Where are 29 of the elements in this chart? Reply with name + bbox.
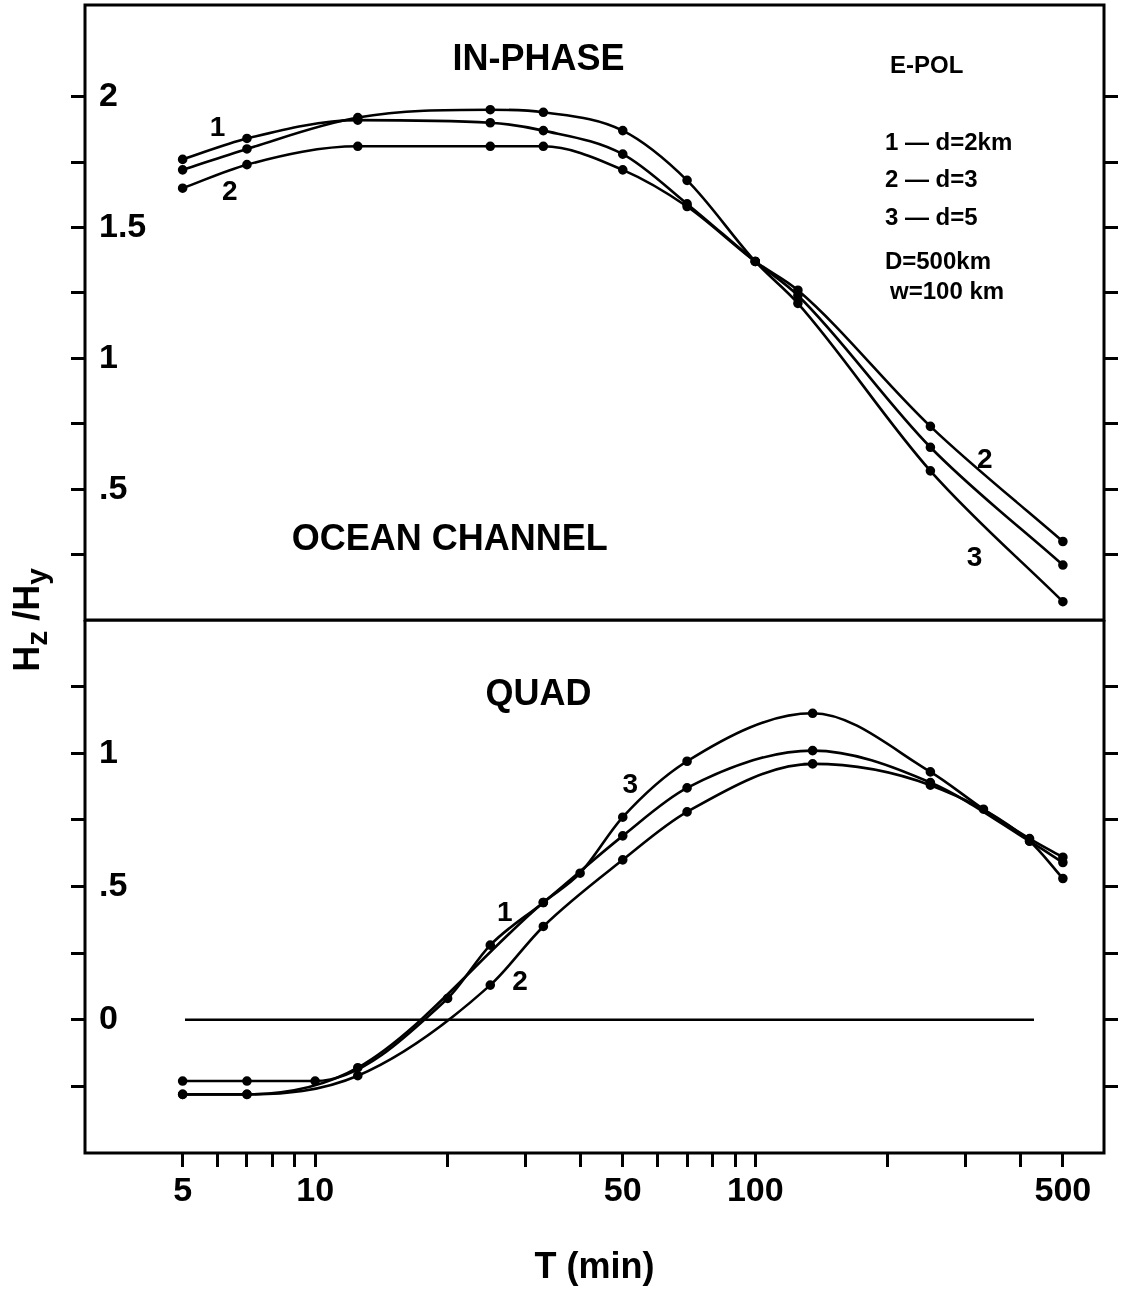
annotation: 3 <box>966 541 983 573</box>
y-tick-label: .5 <box>99 864 128 903</box>
y-tick-label: 0 <box>99 998 118 1037</box>
annotation: 2 <box>512 965 528 997</box>
annotation: OCEAN CHANNEL <box>291 516 608 558</box>
y-tick-label: 1 <box>99 336 118 375</box>
x-tick-label: 5 <box>173 1169 193 1208</box>
annotation: E-POL <box>890 51 964 79</box>
x-tick-label: 10 <box>296 1169 335 1208</box>
annotation: 2 <box>976 442 993 474</box>
annotation: w=100 km <box>889 277 1005 305</box>
annotation: 3 — d=5 <box>884 203 978 231</box>
annotation: 2 <box>221 175 238 207</box>
y-tick-label: .5 <box>99 467 128 506</box>
annotation: 3 <box>622 767 638 799</box>
annotation: 2 — d=3 <box>884 164 978 192</box>
x-tick-label: 500 <box>1034 1169 1092 1208</box>
x-tick-label: 50 <box>603 1169 642 1208</box>
annotation: 1 <box>209 110 226 142</box>
x-axis-title: T (min) <box>534 1245 655 1287</box>
y-tick-label: 1 <box>99 731 118 770</box>
annotation: 1 — d=2km <box>884 128 1013 155</box>
x-tick-label: 100 <box>726 1169 784 1208</box>
text: QUAD <box>485 671 592 713</box>
y-tick-label: 2 <box>99 74 118 113</box>
y-tick-label: 1.5 <box>99 205 147 244</box>
text: IN-PHASE <box>452 37 625 79</box>
annotation: D=500km <box>884 246 991 274</box>
annotation: 1 <box>497 895 513 927</box>
